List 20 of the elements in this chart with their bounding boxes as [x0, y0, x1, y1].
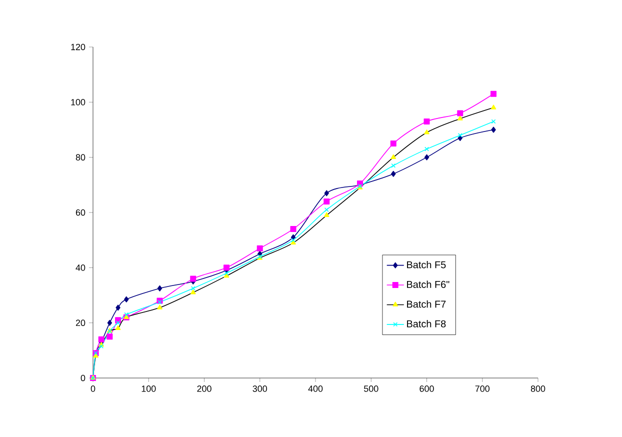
legend-label: Batch F8	[407, 320, 446, 328]
x-tick-label: 200	[197, 386, 212, 392]
x-tick-label: 800	[530, 386, 546, 392]
x-tick-label: 600	[420, 386, 434, 392]
y-tick-label: 40	[76, 264, 86, 271]
x-tick-label: 0	[90, 386, 96, 392]
x-tick-label: 500	[364, 386, 378, 392]
x-tick-label: 100	[142, 386, 156, 392]
y-tick-label: 0	[80, 374, 86, 382]
y-tick-label: 120	[71, 44, 86, 50]
y-tick-label: 100	[71, 98, 86, 106]
y-tick-label: 20	[76, 320, 86, 326]
legend-label: Batch F7	[407, 300, 446, 308]
x-tick-label: 700	[475, 386, 490, 392]
legend-label: Batch F6"	[407, 280, 450, 288]
legend-label: Batch F5	[407, 260, 446, 268]
x-tick-label: 400	[308, 386, 323, 392]
y-tick-label: 80	[76, 154, 86, 161]
x-tick-label: 300	[252, 386, 268, 392]
y-tick-label: 60	[76, 209, 86, 216]
